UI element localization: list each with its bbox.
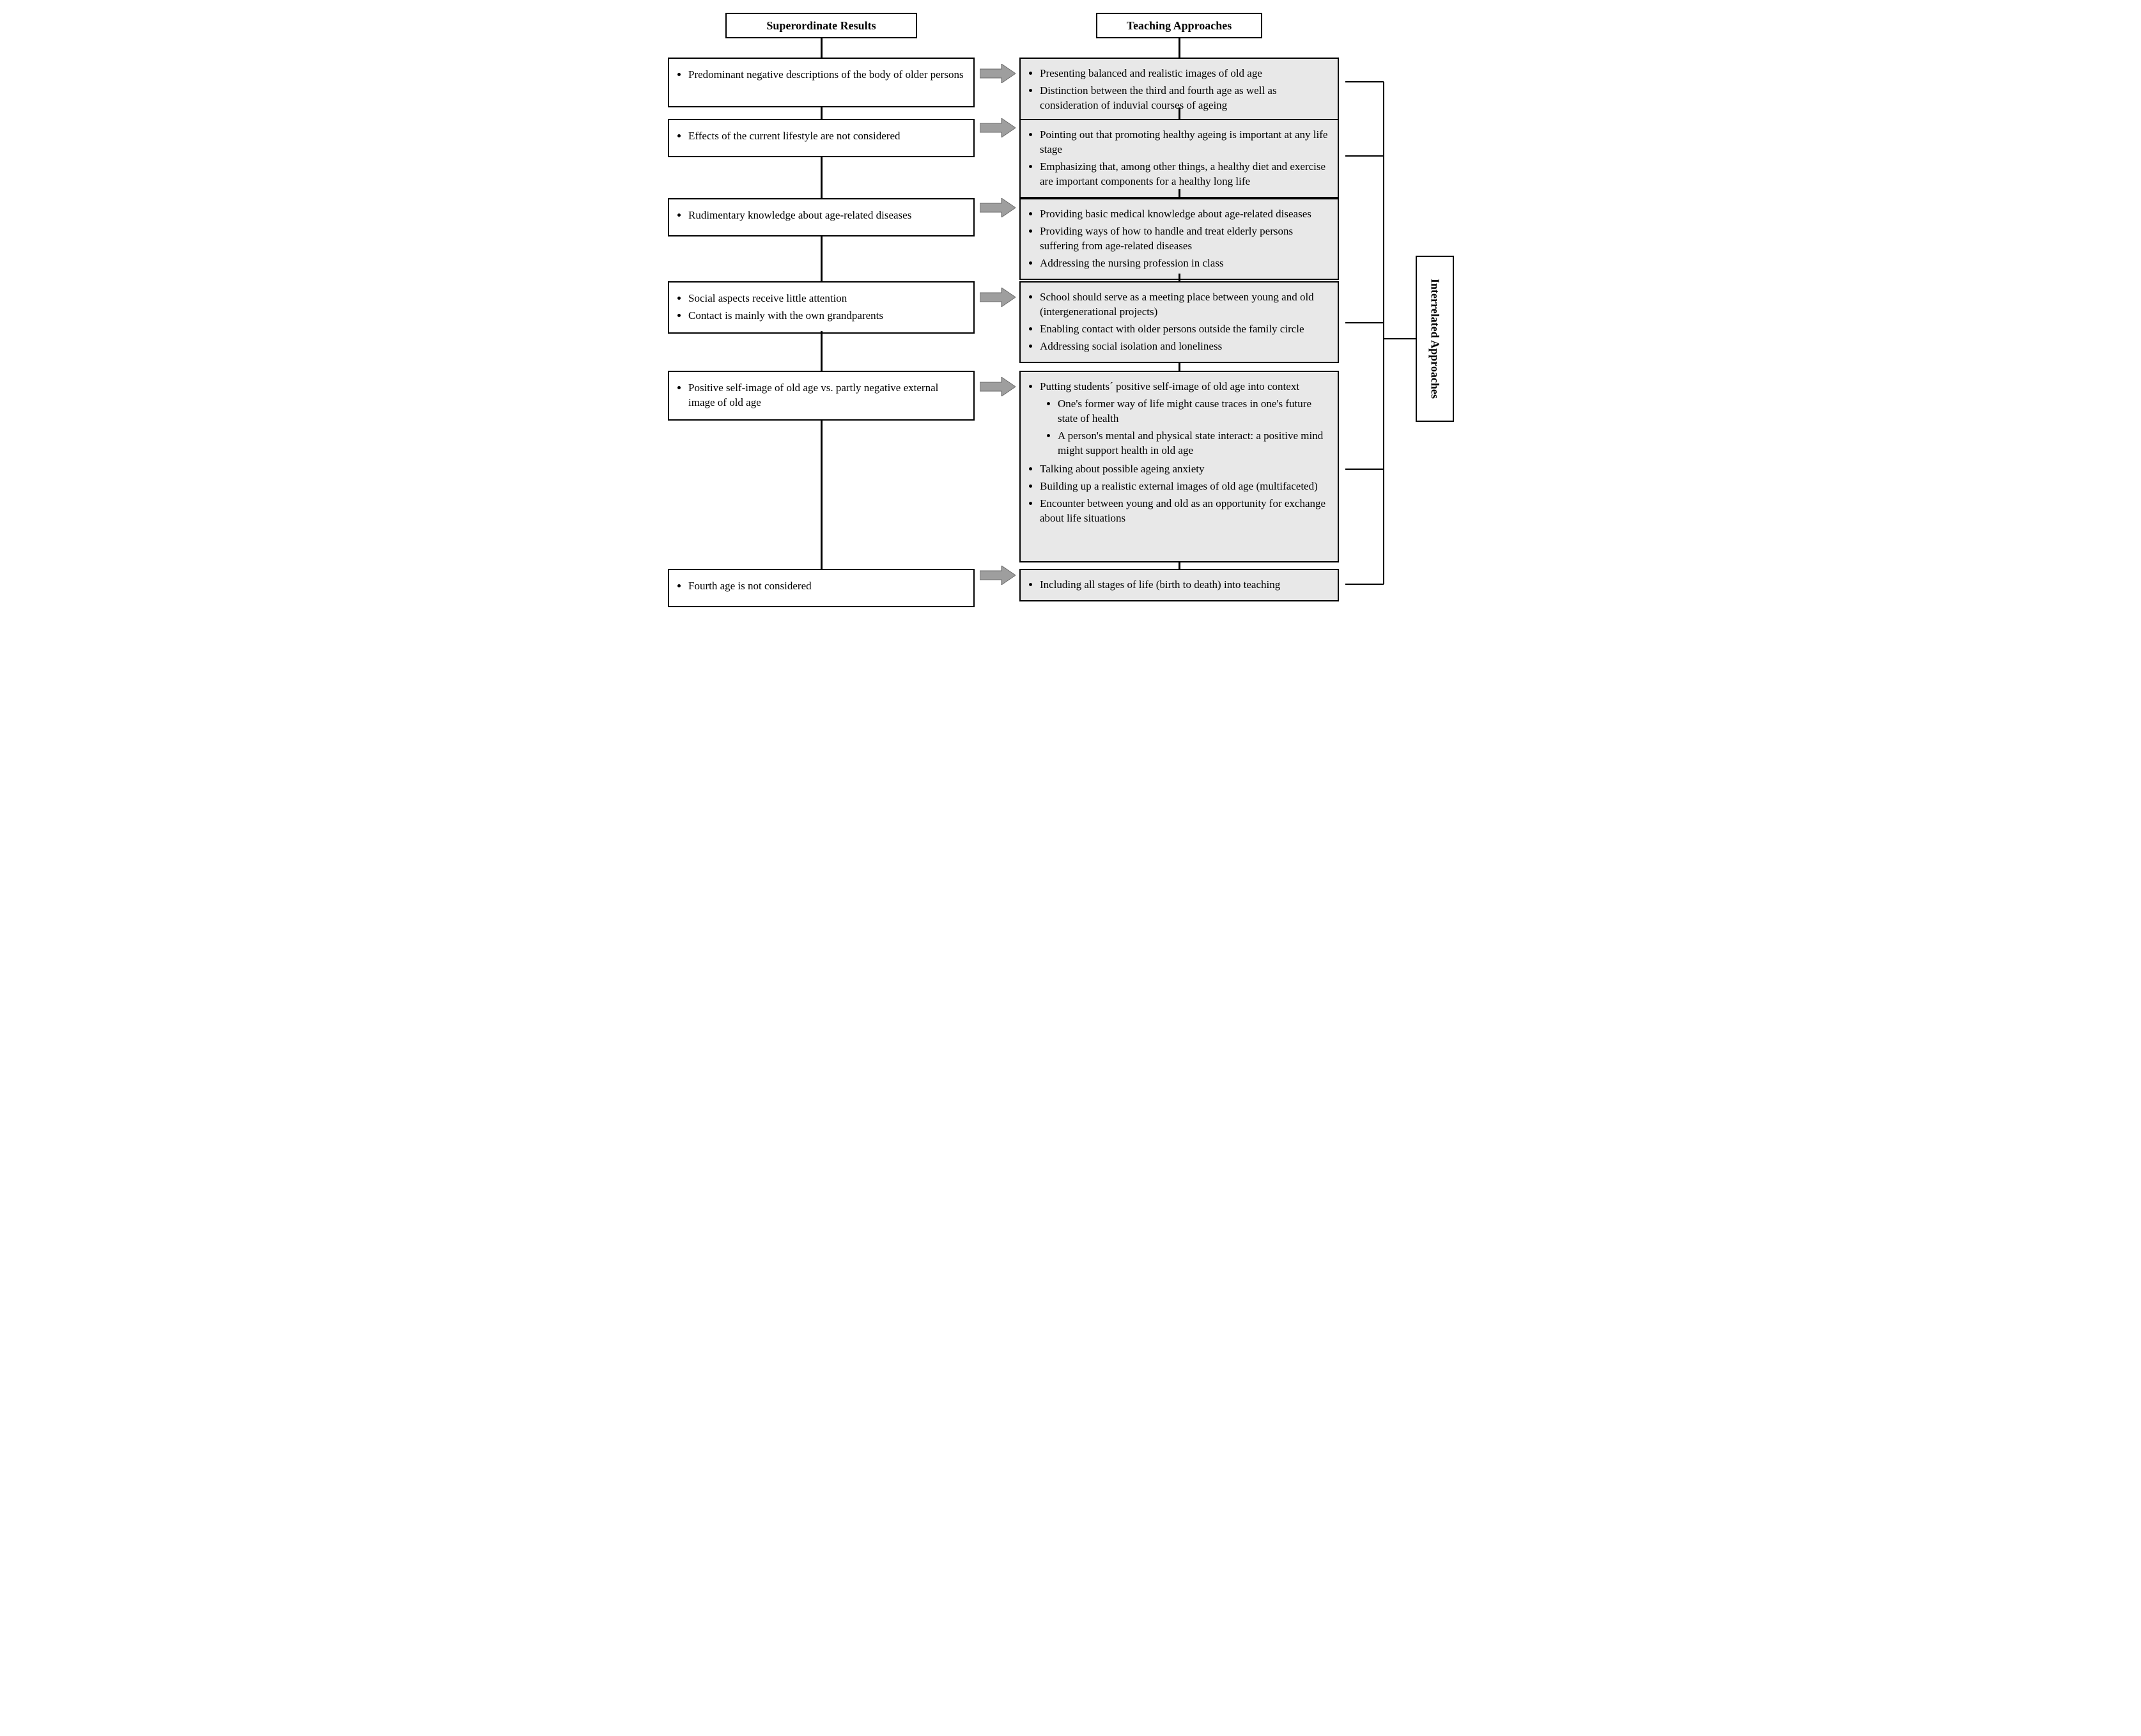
result-box-3: Social aspects receive little attentionC… — [668, 281, 975, 334]
connector-line — [1179, 362, 1180, 371]
connector-line — [1179, 562, 1180, 569]
approach-item: Distinction between the third and fourth… — [1040, 82, 1329, 114]
connector-line — [821, 236, 823, 281]
left-header: Superordinate Results — [725, 13, 917, 38]
connector-line — [821, 107, 823, 119]
arrow-icon — [980, 198, 1016, 217]
approach-item: Presenting balanced and realistic images… — [1040, 65, 1329, 82]
approach-item-text: Encounter between young and old as an op… — [1040, 497, 1326, 524]
arrow-icon — [980, 288, 1016, 307]
result-item: Rudimentary knowledge about age-related … — [688, 207, 964, 224]
approach-item-text: Putting students´ positive self-image of… — [1040, 380, 1299, 392]
connector-line — [1179, 274, 1180, 281]
approach-box-2: Providing basic medical knowledge about … — [1019, 198, 1339, 280]
right-header-label: Teaching Approaches — [1127, 19, 1232, 33]
arrow-icon — [980, 64, 1016, 83]
result-item: Contact is mainly with the own grandpare… — [688, 307, 964, 325]
connector-line — [821, 157, 823, 198]
approach-item: Emphasizing that, among other things, a … — [1040, 159, 1329, 190]
approach-item: Pointing out that promoting healthy agei… — [1040, 127, 1329, 159]
result-box-4: Positive self-image of old age vs. partl… — [668, 371, 975, 421]
approach-box-5: Including all stages of life (birth to d… — [1019, 569, 1339, 601]
side-label-box: Interrelated Approaches — [1416, 256, 1454, 422]
approach-item: Putting students´ positive self-image of… — [1040, 378, 1329, 461]
approach-subitem: A person's mental and physical state int… — [1058, 428, 1329, 460]
result-box-0: Predominant negative descriptions of the… — [668, 58, 975, 107]
approach-item: Providing basic medical knowledge about … — [1040, 206, 1329, 223]
approach-item: Enabling contact with older persons outs… — [1040, 321, 1329, 338]
approach-box-1: Pointing out that promoting healthy agei… — [1019, 119, 1339, 198]
result-box-2: Rudimentary knowledge about age-related … — [668, 198, 975, 236]
arrow-icon — [980, 566, 1016, 585]
connector-line — [1179, 38, 1180, 58]
approach-item: School should serve as a meeting place b… — [1040, 289, 1329, 321]
connector-line — [821, 38, 823, 58]
approach-item: Building up a realistic external images … — [1040, 478, 1329, 495]
connector-line — [1179, 189, 1180, 198]
connector-line — [821, 421, 823, 569]
result-box-1: Effects of the current lifestyle are not… — [668, 119, 975, 157]
left-header-label: Superordinate Results — [766, 19, 876, 33]
result-item: Social aspects receive little attention — [688, 290, 964, 307]
connector-line — [821, 331, 823, 371]
connector-line — [1179, 107, 1180, 119]
result-item: Fourth age is not considered — [688, 578, 964, 595]
approach-item: Addressing social isolation and loneline… — [1040, 338, 1329, 355]
approach-item: Including all stages of life (birth to d… — [1040, 577, 1329, 594]
approach-item-text: Talking about possible ageing anxiety — [1040, 463, 1205, 475]
arrow-icon — [980, 377, 1016, 396]
approach-item-text: Building up a realistic external images … — [1040, 480, 1318, 492]
right-header: Teaching Approaches — [1096, 13, 1262, 38]
approach-item: Encounter between young and old as an op… — [1040, 495, 1329, 527]
approach-item: Talking about possible ageing anxiety — [1040, 461, 1329, 478]
approach-box-3: School should serve as a meeting place b… — [1019, 281, 1339, 363]
approach-item: Providing ways of how to handle and trea… — [1040, 223, 1329, 255]
result-item: Positive self-image of old age vs. partl… — [688, 380, 964, 412]
arrow-icon — [980, 118, 1016, 137]
side-label-text: Interrelated Approaches — [1428, 279, 1442, 399]
result-box-5: Fourth age is not considered — [668, 569, 975, 607]
approach-item: Addressing the nursing profession in cla… — [1040, 255, 1329, 272]
approach-subitem: One's former way of life might cause tra… — [1058, 396, 1329, 428]
result-item: Effects of the current lifestyle are not… — [688, 128, 964, 145]
approach-box-4: Putting students´ positive self-image of… — [1019, 371, 1339, 562]
result-item: Predominant negative descriptions of the… — [688, 66, 964, 84]
bracket-icon — [1345, 13, 1419, 690]
